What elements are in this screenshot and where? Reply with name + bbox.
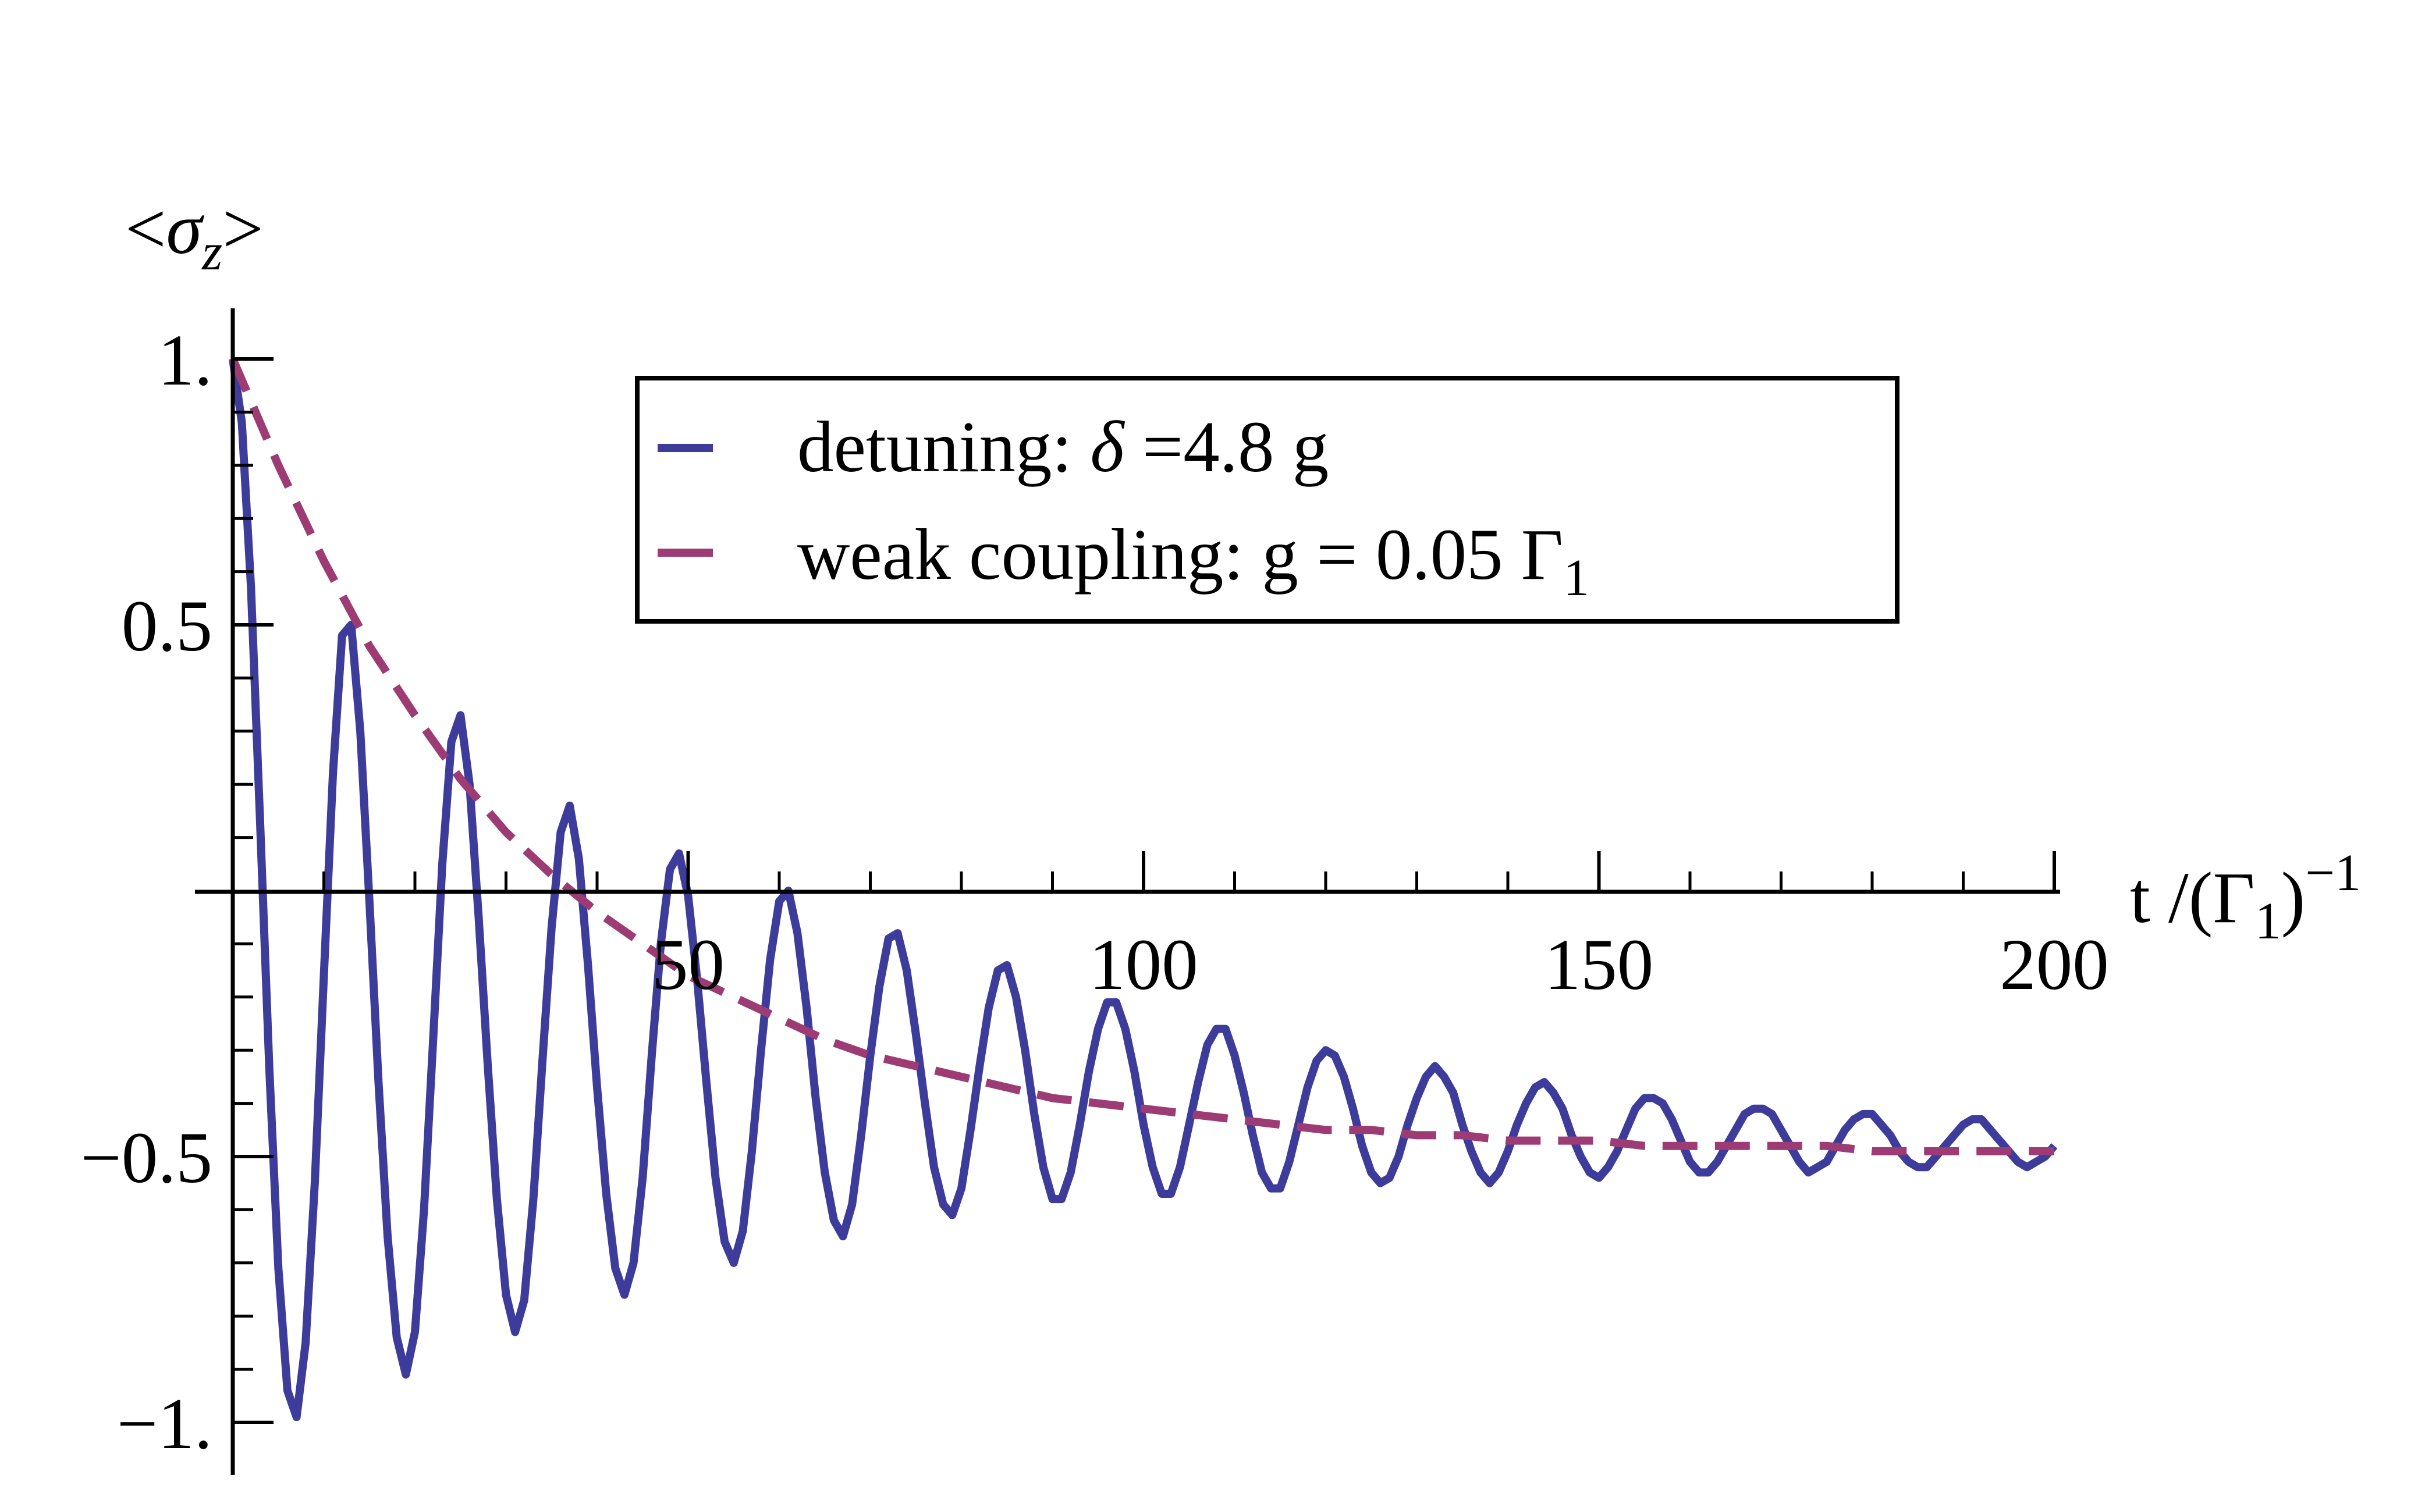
tick-label-layer: 50 100 150 200 1. 0.5 −0.5 −1.	[80, 321, 2109, 1464]
legend-label-detuning: detuning: δ =4.8 g	[797, 407, 1329, 488]
legend-label-detuning-symbol: δ	[1090, 407, 1125, 488]
x-axis-label-superscript: −1	[2305, 844, 2361, 902]
legend: detuning: δ =4.8 g weak coupling: g = 0.…	[635, 376, 1899, 624]
x-tick-label-150: 150	[1545, 925, 1654, 1005]
tick-layer	[233, 357, 2056, 1424]
axes	[195, 308, 2060, 1475]
y-tick-label: 0.5	[122, 586, 212, 667]
y-axis-label-symbol: σ	[166, 189, 205, 269]
x-axis-label-subscript: 1	[2255, 892, 2281, 950]
y-axis-label: <σz>	[125, 189, 264, 281]
legend-label-weak-coupling-prefix: weak coupling: g = 0.05 Γ	[797, 515, 1563, 595]
series-line-weak-coupling	[229, 357, 2054, 1155]
x-tick-label-100: 100	[1089, 925, 1198, 1005]
y-axis-label-suffix: >	[222, 189, 264, 269]
x-tick-label-200: 200	[2000, 925, 2109, 1005]
y-axis-label-prefix: <	[125, 189, 166, 269]
y-axis-label-subscript: z	[201, 223, 222, 281]
legend-box	[635, 376, 1899, 624]
series-layer	[229, 357, 2058, 1421]
x-axis-label-suffix: )	[2281, 858, 2306, 938]
legend-label-detuning-suffix: =4.8 g	[1124, 407, 1329, 488]
x-tick-label-50: 50	[652, 925, 725, 1005]
y-tick-label: −0.5	[80, 1118, 212, 1198]
y-tick-label: −1.	[117, 1384, 212, 1464]
legend-label-weak-coupling: weak coupling: g = 0.05 Γ1	[797, 515, 1589, 607]
y-tick-label: 1.	[158, 321, 212, 401]
legend-label-weak-coupling-subscript: 1	[1563, 549, 1589, 607]
x-axis-label-prefix: t /(Γ	[2130, 858, 2255, 938]
legend-label-detuning-prefix: detuning:	[797, 407, 1090, 488]
x-axis-label: t /(Γ1)−1	[2130, 844, 2361, 950]
series-line-detuning	[229, 358, 2058, 1421]
